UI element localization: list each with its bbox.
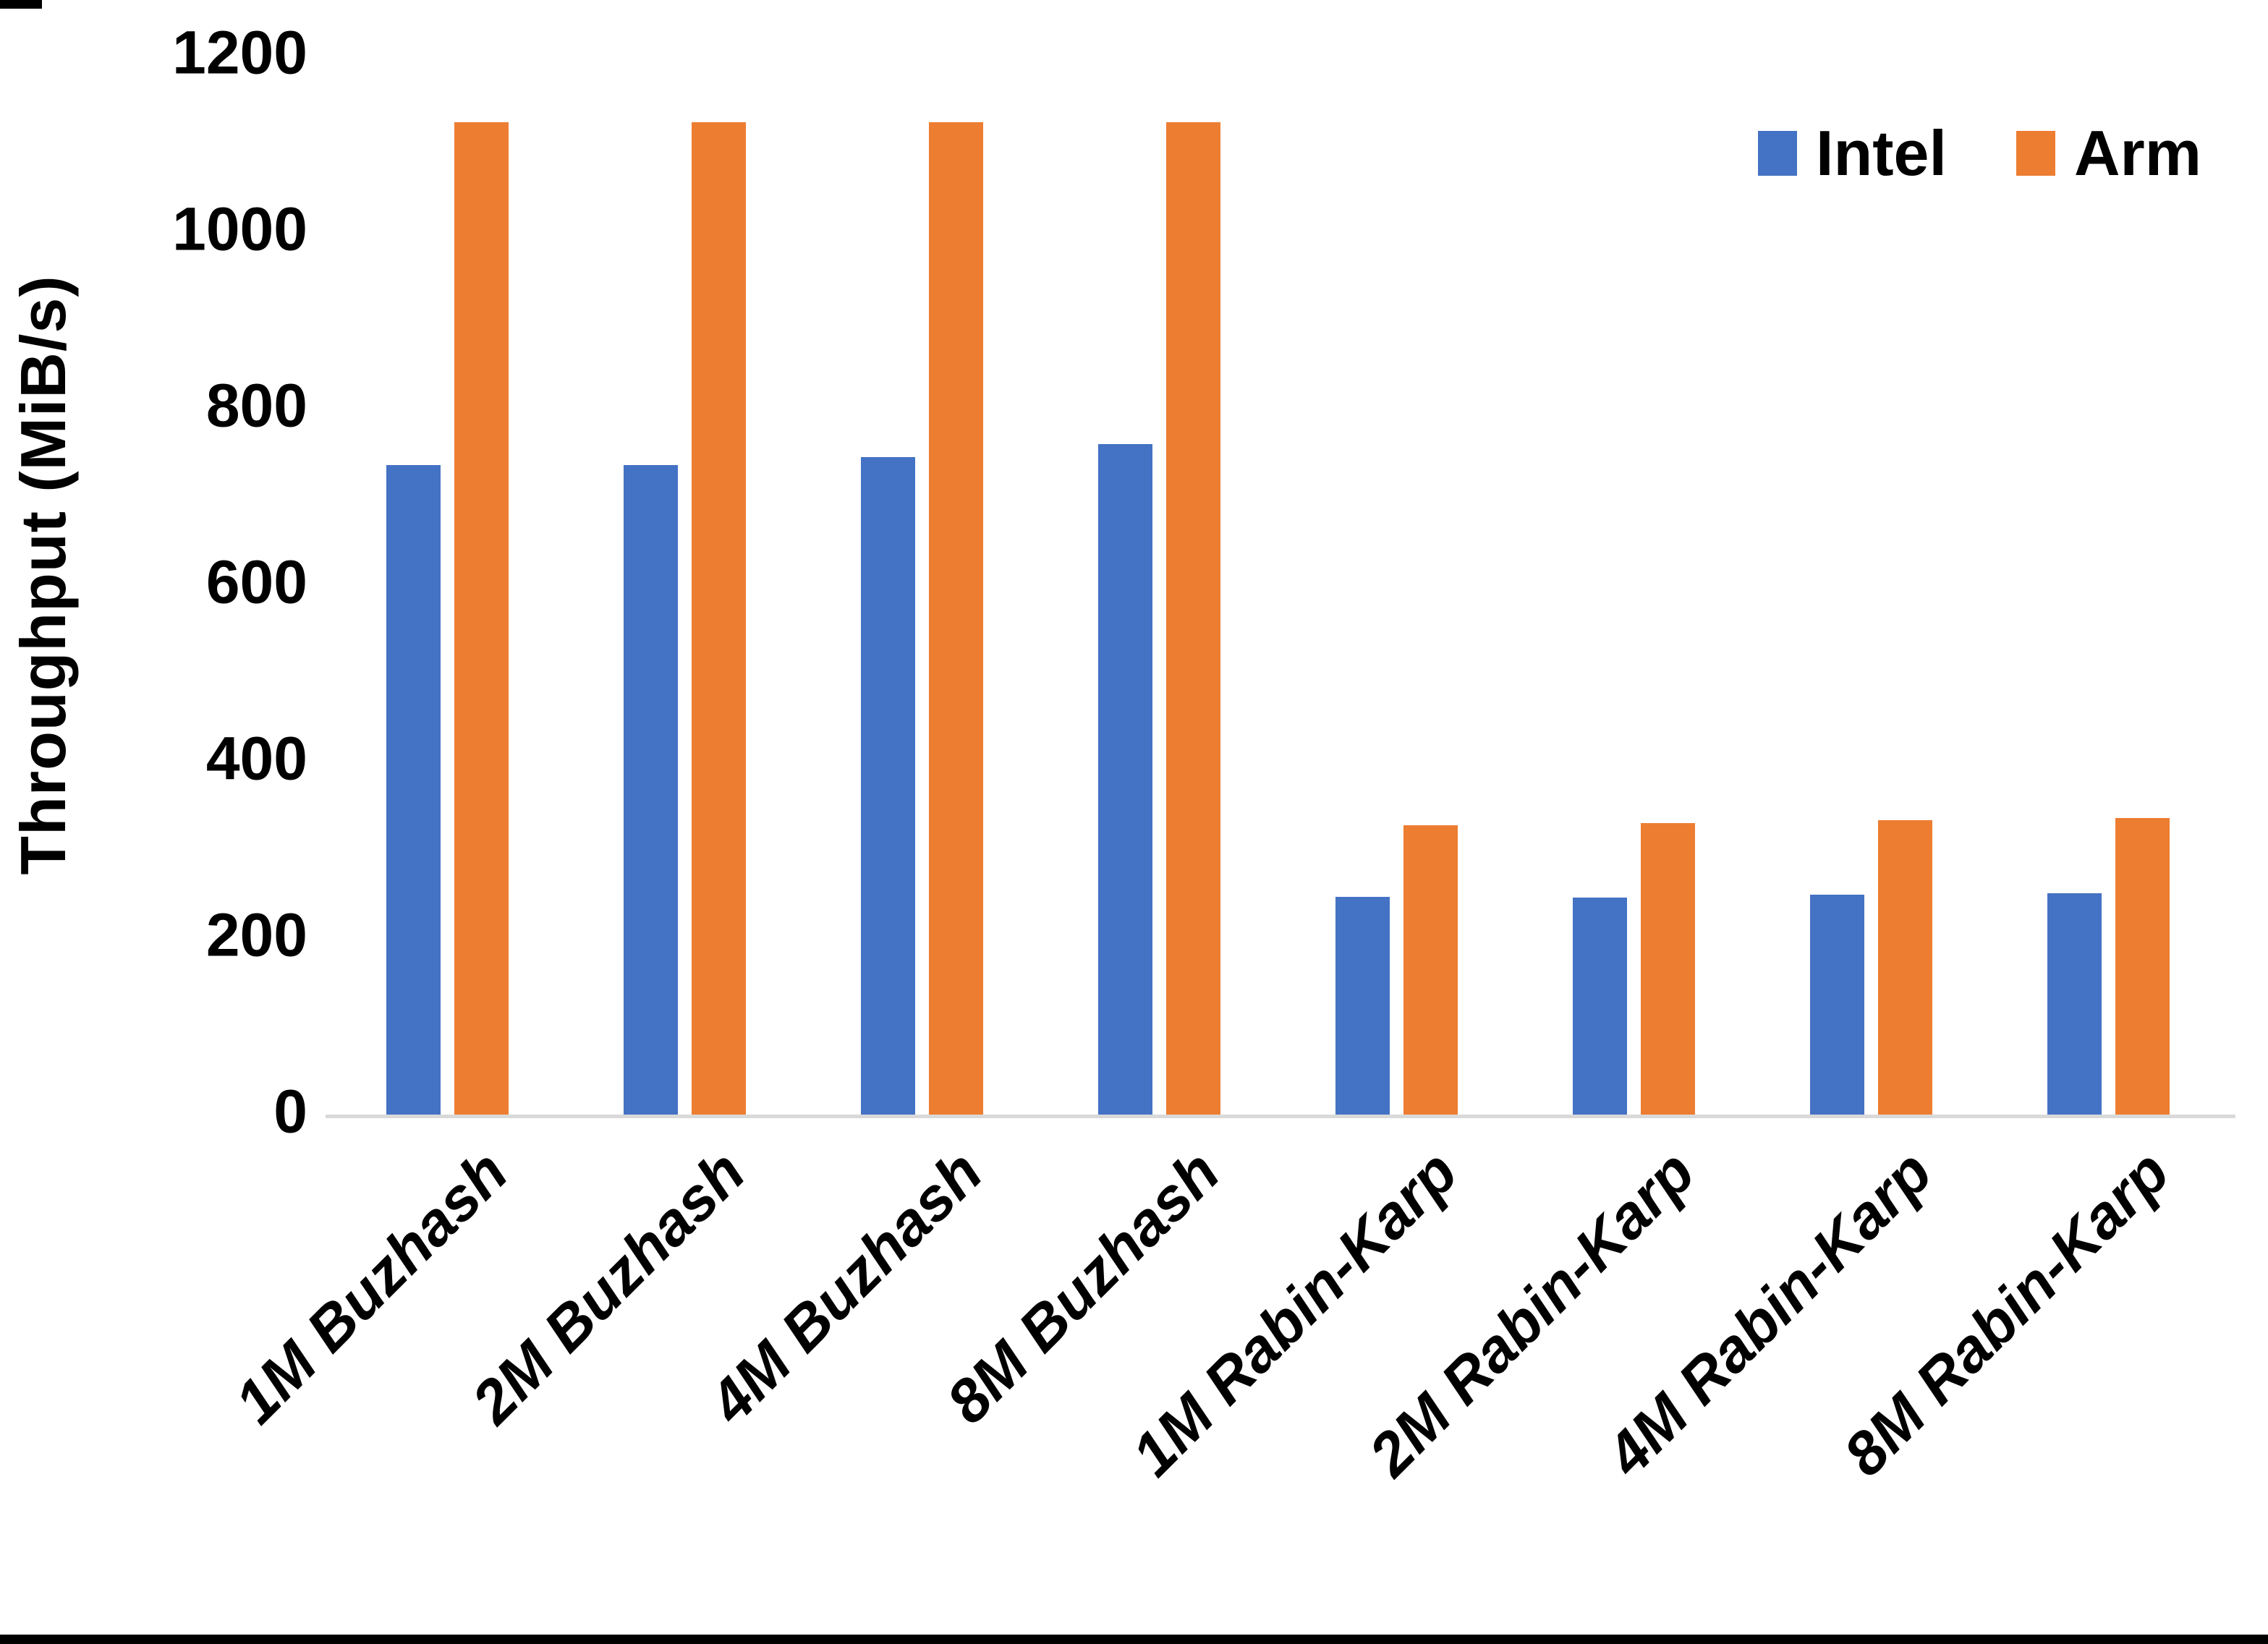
y-tick-label: 1200 bbox=[172, 18, 307, 87]
legend-item-arm: Arm bbox=[2016, 122, 2201, 185]
intel-legend-label: Intel bbox=[1816, 117, 1947, 189]
screenshot-edge-artifact bbox=[0, 0, 42, 9]
bar-arm-8m-buzhash bbox=[1165, 122, 1220, 1115]
bar-intel-4m-buzhash bbox=[860, 457, 915, 1115]
bar-intel-2m-rabin-karp bbox=[1573, 897, 1627, 1115]
bar-arm-1m-buzhash bbox=[454, 122, 509, 1115]
arm-legend-label: Arm bbox=[2073, 117, 2201, 189]
legend-item-intel: Intel bbox=[1758, 122, 1947, 185]
y-tick-label: 200 bbox=[205, 900, 307, 969]
arm-legend-swatch bbox=[2016, 131, 2055, 176]
bar-intel-8m-rabin-karp bbox=[2047, 893, 2102, 1115]
bar-arm-4m-rabin-karp bbox=[1878, 819, 1933, 1115]
x-axis-line bbox=[326, 1115, 2235, 1118]
bar-intel-2m-buzhash bbox=[623, 465, 678, 1115]
y-tick-label: 1000 bbox=[172, 195, 307, 263]
bar-intel-8m-buzhash bbox=[1097, 443, 1152, 1115]
screenshot-bottom-border bbox=[0, 1635, 2268, 1644]
y-tick-label: 800 bbox=[205, 371, 307, 440]
legend: Intel Arm bbox=[1758, 122, 2201, 185]
bar-arm-8m-rabin-karp bbox=[2115, 818, 2170, 1115]
bar-intel-4m-rabin-karp bbox=[1810, 895, 1865, 1115]
bar-intel-1m-rabin-karp bbox=[1335, 896, 1390, 1115]
bar-arm-4m-buzhash bbox=[928, 122, 983, 1115]
intel-legend-swatch bbox=[1758, 131, 1798, 176]
bar-arm-2m-buzhash bbox=[691, 122, 746, 1115]
bar-arm-2m-rabin-karp bbox=[1641, 823, 1695, 1115]
y-tick-label: 600 bbox=[205, 548, 307, 616]
y-tick-label: 400 bbox=[205, 724, 307, 793]
bar-intel-1m-buzhash bbox=[386, 465, 441, 1115]
y-tick-label: 0 bbox=[273, 1077, 307, 1146]
y-axis-title-text: Throughput (MiB/s) bbox=[7, 275, 79, 875]
bar-arm-1m-rabin-karp bbox=[1403, 825, 1458, 1115]
